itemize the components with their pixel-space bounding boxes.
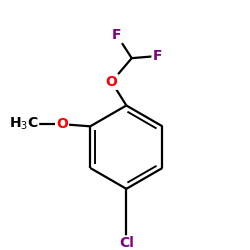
Text: O: O xyxy=(56,117,68,131)
Text: Cl: Cl xyxy=(119,236,134,250)
Text: F: F xyxy=(112,28,122,42)
Text: H$_3$C: H$_3$C xyxy=(9,116,38,132)
Text: O: O xyxy=(106,75,118,89)
Text: F: F xyxy=(152,49,162,63)
